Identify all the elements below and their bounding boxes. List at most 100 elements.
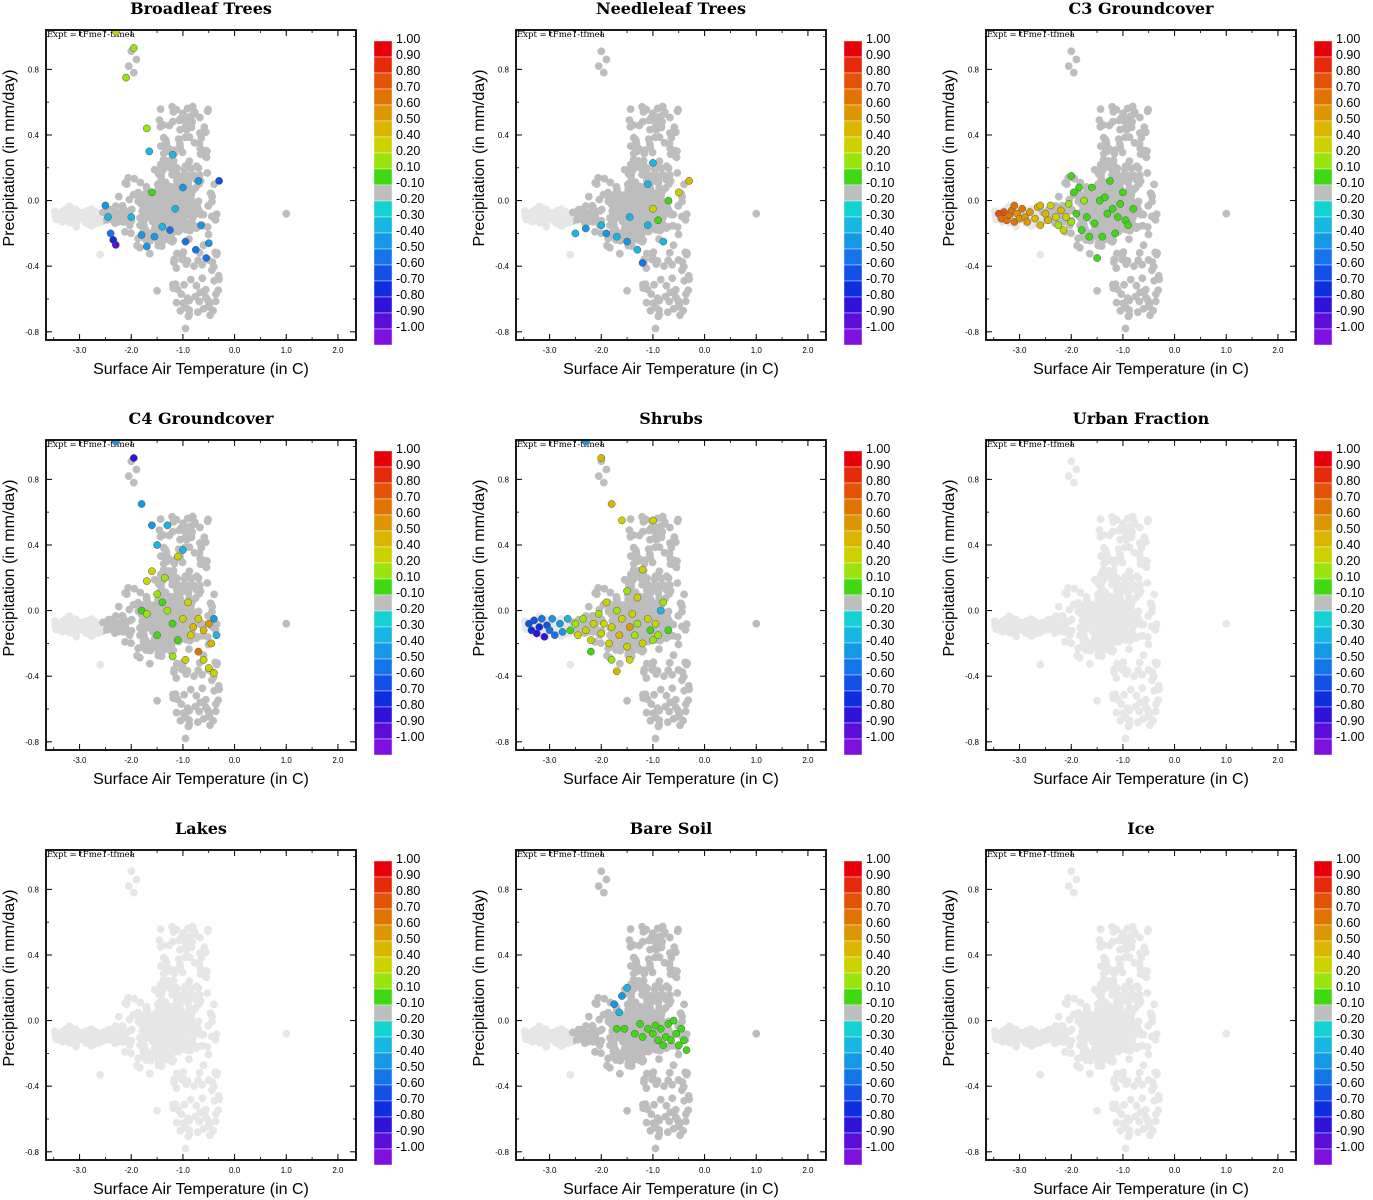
colorbar-label: -0.20 bbox=[1336, 192, 1365, 206]
background-point bbox=[153, 216, 162, 225]
highlight-point bbox=[148, 521, 156, 530]
colorbar-label: -0.30 bbox=[396, 208, 425, 222]
colorbar-swatch bbox=[1313, 280, 1333, 298]
background-point bbox=[1151, 297, 1160, 306]
background-point bbox=[672, 563, 681, 572]
highlight-point bbox=[597, 454, 606, 462]
background-point bbox=[154, 241, 163, 250]
background-point bbox=[670, 123, 679, 132]
background-point bbox=[1009, 617, 1017, 626]
background-point bbox=[660, 262, 668, 270]
colorbar-swatch bbox=[373, 88, 393, 106]
colorbar-label: 0.60 bbox=[866, 96, 890, 110]
highlight-point bbox=[537, 614, 546, 623]
highlight-point bbox=[197, 221, 205, 230]
background-point bbox=[1089, 201, 1097, 210]
highlight-point bbox=[1082, 213, 1091, 221]
background-point bbox=[1095, 116, 1104, 124]
background-point bbox=[665, 590, 673, 598]
background-point bbox=[1128, 117, 1137, 126]
background-point bbox=[606, 191, 615, 199]
highlight-point bbox=[142, 577, 151, 585]
background-point bbox=[169, 258, 178, 267]
highlight-point bbox=[1100, 193, 1109, 202]
background-point bbox=[1043, 617, 1051, 626]
background-point bbox=[87, 210, 96, 219]
background-point bbox=[648, 255, 656, 264]
background-point bbox=[637, 216, 646, 224]
highlight-point bbox=[1080, 196, 1089, 205]
colorbar-swatch bbox=[1313, 530, 1333, 548]
plot-frame bbox=[45, 439, 357, 751]
background-point bbox=[625, 601, 633, 610]
background-point bbox=[180, 114, 189, 123]
background-point bbox=[1076, 191, 1085, 199]
highlight-point bbox=[111, 440, 120, 446]
background-point bbox=[629, 639, 638, 648]
background-point bbox=[181, 734, 190, 743]
background-point bbox=[202, 563, 211, 572]
colorbar-swatch bbox=[843, 738, 863, 756]
background-point bbox=[1104, 156, 1113, 165]
highlight-point bbox=[571, 619, 580, 628]
x-tick-label: -2.0 bbox=[1064, 346, 1078, 355]
panel-title: C3 Groundcover bbox=[1069, 0, 1215, 18]
background-point bbox=[659, 171, 668, 180]
background-point bbox=[1096, 617, 1104, 625]
background-point bbox=[650, 690, 658, 699]
colorbar-swatch bbox=[1313, 658, 1333, 676]
background-point bbox=[103, 617, 111, 626]
y-tick-label: 0.4 bbox=[968, 131, 980, 140]
background-point bbox=[603, 241, 611, 250]
background-point bbox=[660, 110, 669, 118]
background-point bbox=[211, 658, 220, 667]
background-point bbox=[1120, 631, 1129, 640]
colorbar-label: -0.30 bbox=[866, 618, 895, 632]
highlight-point bbox=[625, 213, 634, 221]
background-point bbox=[170, 612, 179, 621]
background-point bbox=[998, 617, 1007, 626]
colorbar-swatch bbox=[843, 450, 863, 468]
background-point bbox=[203, 579, 212, 587]
background-point bbox=[164, 156, 173, 165]
background-point bbox=[651, 324, 660, 333]
highlight-point bbox=[122, 73, 130, 82]
background-point bbox=[127, 626, 136, 635]
colorbar-swatch bbox=[1313, 690, 1333, 708]
background-point bbox=[636, 608, 644, 617]
x-axis-label: Surface Air Temperature (in C) bbox=[1033, 771, 1249, 788]
highlight-point bbox=[654, 631, 662, 640]
background-point bbox=[606, 178, 615, 187]
background-point bbox=[533, 216, 542, 225]
background-point bbox=[646, 716, 655, 725]
background-point bbox=[194, 164, 203, 172]
background-point bbox=[1139, 714, 1148, 723]
background-point bbox=[1117, 587, 1126, 596]
background-point bbox=[589, 204, 598, 213]
colorbar-label: 0.80 bbox=[866, 474, 890, 488]
background-point bbox=[50, 617, 59, 626]
highlight-point bbox=[210, 669, 218, 677]
background-point bbox=[1139, 651, 1148, 660]
colorbar-label: 0.90 bbox=[396, 48, 420, 62]
colorbar-label: -0.80 bbox=[396, 288, 425, 302]
background-point bbox=[1151, 626, 1160, 634]
background-point bbox=[657, 199, 666, 208]
points-layer bbox=[520, 440, 761, 743]
highlight-point bbox=[1051, 213, 1060, 221]
colorbar-swatch bbox=[1313, 184, 1333, 202]
background-point bbox=[1102, 137, 1110, 145]
plot-frame bbox=[985, 29, 1297, 341]
y-tick-label: 0.0 bbox=[968, 607, 980, 616]
background-point bbox=[211, 248, 220, 257]
colorbar-swatch bbox=[843, 88, 863, 106]
background-point bbox=[148, 201, 157, 210]
background-point bbox=[681, 658, 690, 667]
background-point bbox=[282, 209, 291, 218]
colorbar-swatch bbox=[373, 690, 393, 708]
background-point bbox=[1070, 600, 1078, 609]
background-point bbox=[1150, 590, 1158, 599]
colorbar-label: 0.50 bbox=[866, 522, 890, 536]
